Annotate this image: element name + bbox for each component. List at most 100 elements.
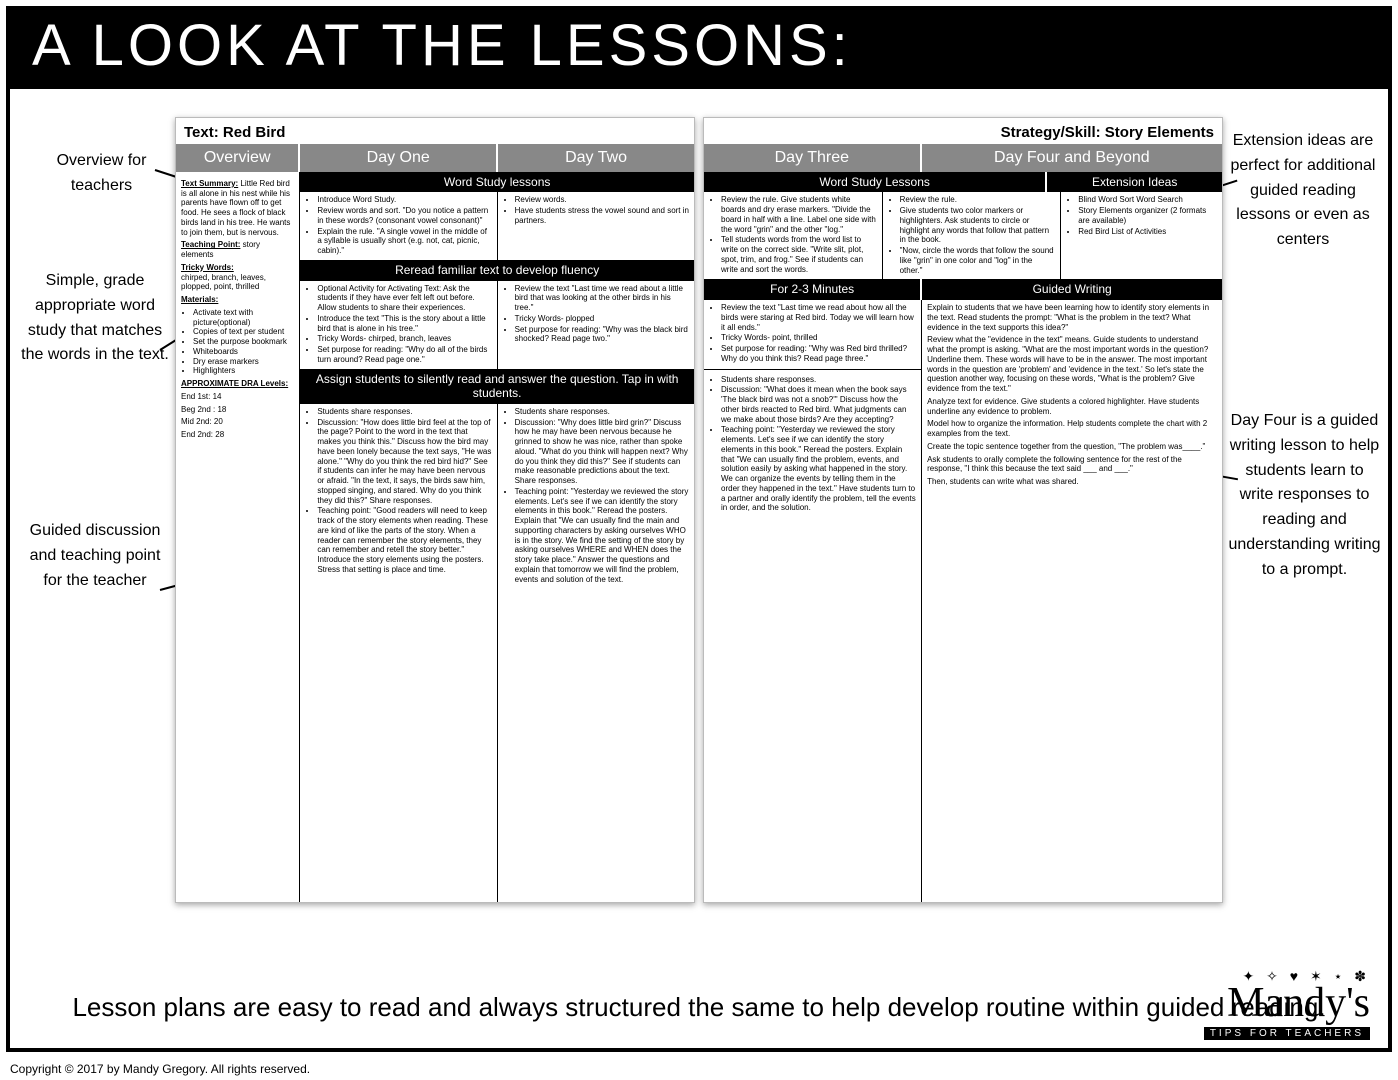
col-day4: Day Four and Beyond — [922, 144, 1222, 172]
list-item: Discussion: "Why does little bird grin?"… — [515, 418, 689, 486]
tricky-text: chirped, branch, leaves, plopped, point,… — [181, 273, 266, 292]
row-as: Students share responses. Discussion: "H… — [300, 404, 694, 902]
list-item: Students share responses. — [721, 375, 916, 385]
page2-title: Strategy/Skill: Story Elements — [1001, 124, 1214, 142]
list-item: Activate text with picture(optional) — [193, 308, 294, 328]
p2-top-bars: Word Study Lessons Extension Ideas — [704, 172, 1222, 193]
list-item: Discussion: "How does little bird feel a… — [317, 418, 491, 506]
list-item: Review the rule. Give students white boa… — [721, 195, 877, 234]
list-item: Students share responses. — [317, 407, 491, 417]
col-day3: Day Three — [704, 144, 922, 172]
page1-title: Text: Red Bird — [184, 124, 285, 142]
d1-as: Students share responses. Discussion: "H… — [300, 404, 497, 902]
copyright-text: Copyright © 2017 by Mandy Gregory. All r… — [10, 1062, 310, 1076]
list-item: Teaching point: "Yesterday we reviewed t… — [515, 487, 689, 585]
bottom-caption: Lesson plans are easy to read and always… — [70, 985, 1328, 1029]
logo-script: Mandy's — [1204, 985, 1370, 1023]
page1-days: Word Study lessons Introduce Word Study.… — [300, 172, 694, 902]
list-item: Review the rule. — [900, 195, 1056, 205]
anno-wordstudy: Simple, grade appropriate word study tha… — [20, 269, 170, 368]
list-item: Review the text "Last time we read about… — [515, 284, 689, 313]
list-item: Discussion: "What does it mean when the … — [721, 385, 916, 424]
list-item: Teaching point: "Yesterday we reviewed t… — [721, 425, 916, 513]
list-item: Students share responses. — [515, 407, 689, 417]
d2-ws: Review words. Have students stress the v… — [498, 192, 694, 260]
dra-item: End 2nd: 28 — [181, 430, 294, 440]
outer-frame: A LOOK AT THE LESSONS: Overview for teac… — [6, 6, 1392, 1052]
materials-label: Materials: — [181, 295, 218, 304]
list-item: Set purpose for reading: "Why was the bl… — [515, 325, 689, 345]
sec-ext: Extension Ideas — [1045, 172, 1222, 193]
list-item: Whiteboards — [193, 347, 294, 357]
anno-day4: Day Four is a guided writing lesson to h… — [1227, 409, 1382, 583]
tp-label: Teaching Point: — [181, 240, 240, 249]
page2-header: Strategy/Skill: Story Elements — [704, 118, 1222, 144]
dra-item: End 1st: 14 — [181, 392, 294, 402]
list-item: Review words. — [515, 195, 689, 205]
list-item: Introduce Word Study. — [317, 195, 491, 205]
d1-ws: Introduce Word Study. Review words and s… — [300, 192, 497, 260]
list-item: Set purpose for reading: "Why do all of … — [317, 345, 491, 365]
gw-p: Analyze text for evidence. Give students… — [927, 397, 1217, 417]
page2-col-headers: Day Three Day Four and Beyond — [704, 144, 1222, 172]
row-fl: Optional Activity for Activating Text: A… — [300, 281, 694, 369]
dra-item: Beg 2nd : 18 — [181, 405, 294, 415]
anno-discussion: Guided discussion and teaching point for… — [20, 519, 170, 593]
tricky-label: Tricky Words: — [181, 263, 234, 272]
logo-sub: TIPS FOR TEACHERS — [1204, 1027, 1370, 1040]
content-area: Overview for teachers Simple, grade appr… — [10, 89, 1388, 1043]
list-item: Blind Word Sort Word Search — [1078, 195, 1217, 205]
lesson-page-1: Text: Red Bird Overview Day One Day Two … — [175, 117, 695, 903]
col-day2: Day Two — [498, 144, 694, 172]
list-item: Give students two color markers or highl… — [900, 206, 1056, 245]
ext-list: Blind Word Sort Word Search Story Elemen… — [1061, 192, 1222, 279]
materials-list: Activate text with picture(optional) Cop… — [181, 308, 294, 376]
col-day1: Day One — [300, 144, 498, 172]
brand-logo: ✦ ✧ ♥ ✶ ⋆ ✽ Mandy's TIPS FOR TEACHERS — [1204, 968, 1370, 1041]
anno-overview: Overview for teachers — [34, 149, 169, 199]
summary-label: Text Summary: — [181, 179, 238, 188]
list-item: Review words and sort. "Do you notice a … — [317, 206, 491, 226]
list-item: Red Bird List of Activities — [1078, 227, 1217, 237]
col-overview: Overview — [176, 144, 300, 172]
list-item: Story Elements organizer (2 formats are … — [1078, 206, 1217, 226]
title-banner: A LOOK AT THE LESSONS: — [10, 10, 1388, 89]
list-item: Dry erase markers — [193, 357, 294, 367]
gw-col: Explain to students that we have been le… — [922, 300, 1222, 902]
dra-item: Mid 2nd: 20 — [181, 417, 294, 427]
overview-column: Text Summary: Little Red bird is all alo… — [176, 172, 300, 902]
d2-as: Students share responses. Discussion: "W… — [498, 404, 694, 902]
sec-gw: Guided Writing — [920, 279, 1222, 300]
page1-body: Text Summary: Little Red bird is all alo… — [176, 172, 694, 902]
list-item: Introduce the text "This is the story ab… — [317, 314, 491, 334]
d1-fl: Optional Activity for Activating Text: A… — [300, 281, 497, 369]
list-item: Tricky Words- point, thrilled — [721, 333, 916, 343]
anno-extension: Extension ideas are perfect for addition… — [1228, 129, 1378, 253]
list-item: Copies of text per student — [193, 327, 294, 337]
sec-fluency: Reread familiar text to develop fluency — [300, 260, 694, 281]
sec-23: For 2-3 Minutes — [704, 279, 920, 300]
list-item: Teaching point: "Good readers will need … — [317, 506, 491, 574]
list-item: "Now, circle the words that follow the s… — [900, 246, 1056, 275]
gw-p: Model how to organize the information. H… — [927, 419, 1217, 439]
page1-col-headers: Overview Day One Day Two — [176, 144, 694, 172]
list-item: Set purpose for reading: "Why was Red bi… — [721, 344, 916, 364]
dra-label: APPROXIMATE DRA Levels: — [181, 379, 288, 388]
list-item: Have students stress the vowel sound and… — [515, 206, 689, 226]
list-item: Tell students words from the word list t… — [721, 235, 877, 274]
list-item: Set the purpose bookmark — [193, 337, 294, 347]
gw-p: Then, students can write what was shared… — [927, 477, 1217, 487]
list-item: Tricky Words- plopped — [515, 314, 689, 324]
page1-header: Text: Red Bird — [176, 118, 694, 144]
p2-ws-row: Review the rule. Give students white boa… — [704, 192, 1222, 279]
gw-p: Review what the "evidence in the text" m… — [927, 335, 1217, 394]
gw-p: Ask students to orally complete the foll… — [927, 455, 1217, 475]
list-item: Explain the rule. "A single vowel in the… — [317, 227, 491, 256]
list-item: Optional Activity for Activating Text: A… — [317, 284, 491, 313]
sec-assign: Assign students to silently read and ans… — [300, 369, 694, 404]
d2-fl: Review the text "Last time we read about… — [498, 281, 694, 369]
lesson-page-2: Strategy/Skill: Story Elements Day Three… — [703, 117, 1223, 903]
list-item: Highlighters — [193, 366, 294, 376]
d3-col: Review the text "Last time we read about… — [704, 300, 922, 902]
pages-wrap: Text: Red Bird Overview Day One Day Two … — [175, 117, 1223, 903]
